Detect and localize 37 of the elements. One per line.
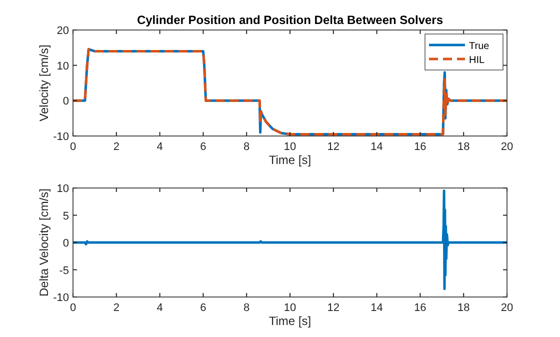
y-axis-title: Velocity [cm/s] [37, 44, 51, 122]
y-axis-title: Delta Velocity [cm/s] [37, 188, 51, 297]
x-tick-label: 2 [113, 141, 120, 153]
x-tick-label: 18 [457, 302, 470, 314]
x-tick-label: 8 [244, 302, 250, 314]
x-tick-label: 14 [370, 141, 383, 153]
x-tick-label: 14 [370, 302, 383, 314]
line-series [73, 189, 507, 290]
y-tick-label: -10 [53, 292, 69, 304]
y-tick-label: 10 [56, 60, 69, 72]
x-axis-title: Time [s] [268, 314, 312, 328]
x-tick-label: 12 [327, 302, 340, 314]
y-tick-label: 0 [62, 96, 69, 108]
x-tick-label: 16 [414, 302, 426, 314]
y-tick-label: 20 [56, 25, 69, 37]
chart-title: Cylinder Position and Position Delta Between Solvers [136, 13, 444, 27]
legend-label: HIL [469, 55, 485, 66]
x-tick-label: 4 [156, 141, 163, 153]
y-tick-label: -5 [59, 264, 69, 277]
y-tick-label: 5 [62, 210, 69, 222]
x-tick-label: 4 [156, 302, 163, 314]
x-tick-label: 6 [200, 302, 206, 314]
x-tick-label: 12 [327, 141, 340, 153]
x-tick-label: 8 [244, 141, 250, 153]
legend-label: True [469, 41, 490, 52]
x-tick-label: 18 [457, 141, 470, 153]
y-tick-label: 10 [56, 183, 69, 195]
x-tick-label: 6 [200, 141, 206, 153]
x-tick-label: 10 [284, 141, 296, 153]
x-tick-label: 20 [500, 302, 514, 314]
x-tick-label: 16 [414, 141, 426, 153]
x-axis-title: Time [s] [268, 153, 312, 167]
x-tick-label: 2 [113, 302, 120, 314]
y-tick-label: -10 [53, 131, 69, 143]
y-tick-label: 0 [62, 238, 69, 250]
x-tick-label: 10 [284, 302, 296, 314]
x-tick-label: 20 [500, 141, 514, 153]
